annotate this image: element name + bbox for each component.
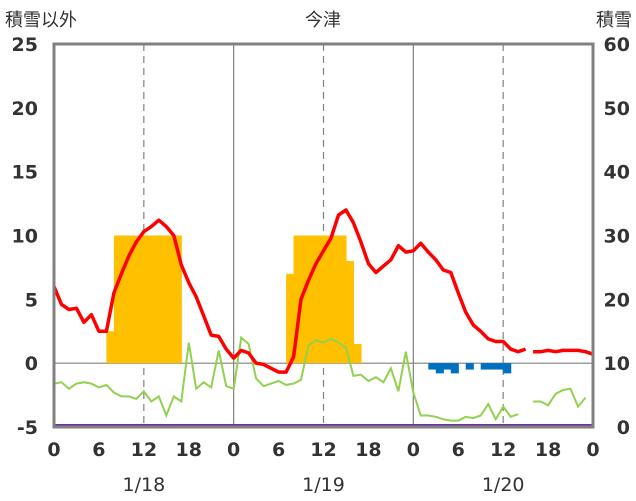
y-left-tick-label: 5	[25, 289, 38, 311]
snow-depth-bar	[308, 235, 317, 364]
y-left-tick-labels: -5 0 5 10 15 20 25	[12, 34, 38, 439]
wind-line	[533, 387, 587, 409]
snow-depth-series	[106, 235, 362, 364]
x-tick-label: 6	[92, 439, 105, 461]
precipitation-bar	[428, 363, 437, 370]
snow-depth-bar	[330, 235, 340, 364]
y-right-tick-labels: 0 10 20 30 40 50 60	[604, 34, 630, 439]
snow-depth-bar	[166, 235, 175, 364]
wind-series	[53, 335, 587, 422]
snow-depth-bar	[151, 235, 160, 364]
y-right-tick-label: 60	[604, 34, 630, 56]
y-right-tick-label: 0	[617, 417, 630, 439]
y-right-tick-label: 10	[604, 353, 630, 375]
precipitation-bar	[435, 363, 444, 374]
precipitation-bar	[488, 363, 497, 370]
precipitation-bar	[503, 363, 512, 374]
snow-depth-bar	[143, 235, 152, 364]
snow-depth-bar	[293, 235, 302, 364]
x-tick-label: 6	[452, 439, 465, 461]
temperature-line	[533, 348, 594, 356]
y-left-tick-label: 15	[12, 162, 38, 184]
temperature-line	[52, 208, 527, 374]
snow-depth-bar	[286, 273, 295, 364]
y-right-tick-label: 40	[604, 162, 630, 184]
plot-frame	[52, 42, 595, 429]
precipitation-bar	[443, 363, 452, 370]
x-tick-label: 12	[131, 439, 157, 461]
chart-title: 今津	[305, 10, 341, 31]
left-axis-label: 積雪以外	[5, 10, 77, 31]
y-right-tick-label: 20	[604, 289, 630, 311]
x-tick-label: 0	[586, 439, 599, 461]
x-tick-label: 18	[176, 439, 202, 461]
precipitation-bar	[450, 363, 459, 374]
y-left-tick-label: 20	[12, 98, 38, 120]
snow-depth-bar	[301, 235, 310, 364]
precipitation-bar	[465, 363, 474, 370]
snow-depth-bar	[106, 331, 115, 364]
precipitation-bar	[480, 363, 489, 370]
x-tick-label: 0	[47, 439, 60, 461]
date-label: 1/20	[482, 474, 525, 496]
snow-depth-bar	[353, 344, 362, 364]
wind-line	[53, 335, 519, 422]
date-label: 1/18	[122, 474, 165, 496]
precipitation-series	[428, 363, 512, 374]
y-right-tick-label: 50	[604, 98, 630, 120]
y-left-tick-label: 25	[12, 34, 38, 56]
temperature-series	[52, 208, 594, 374]
snow-depth-bar	[136, 235, 145, 364]
snow-depth-bar	[345, 261, 355, 364]
date-label: 1/19	[302, 474, 345, 496]
snow-depth-bar	[316, 235, 325, 364]
snow-depth-bar	[158, 235, 167, 364]
x-tick-label: 6	[272, 439, 285, 461]
x-tick-labels: 0 6 12 18 0 6 12 18 0 6 12 18 0	[47, 439, 599, 461]
y-left-tick-label: 0	[25, 353, 38, 375]
plot-border	[52, 42, 595, 429]
y-right-tick-label: 30	[604, 226, 630, 248]
snow-depth-bar	[173, 235, 182, 364]
snow-depth-bar	[338, 235, 347, 364]
y-left-tick-label: -5	[17, 417, 38, 439]
x-tick-label: 12	[310, 439, 336, 461]
snow-depth-bar	[121, 235, 130, 364]
snow-depth-bar	[128, 235, 137, 364]
x-tick-label: 0	[407, 439, 420, 461]
x-tick-label: 12	[490, 439, 516, 461]
date-labels: 1/18 1/19 1/20	[122, 474, 524, 496]
snow-depth-bar	[113, 235, 122, 364]
snow-depth-bar	[323, 235, 332, 364]
x-tick-label: 18	[355, 439, 381, 461]
precipitation-bar	[495, 363, 504, 370]
x-tick-label: 0	[227, 439, 240, 461]
y-left-tick-label: 10	[12, 226, 38, 248]
x-tick-label: 18	[535, 439, 561, 461]
right-axis-label: 積雪	[596, 10, 632, 31]
